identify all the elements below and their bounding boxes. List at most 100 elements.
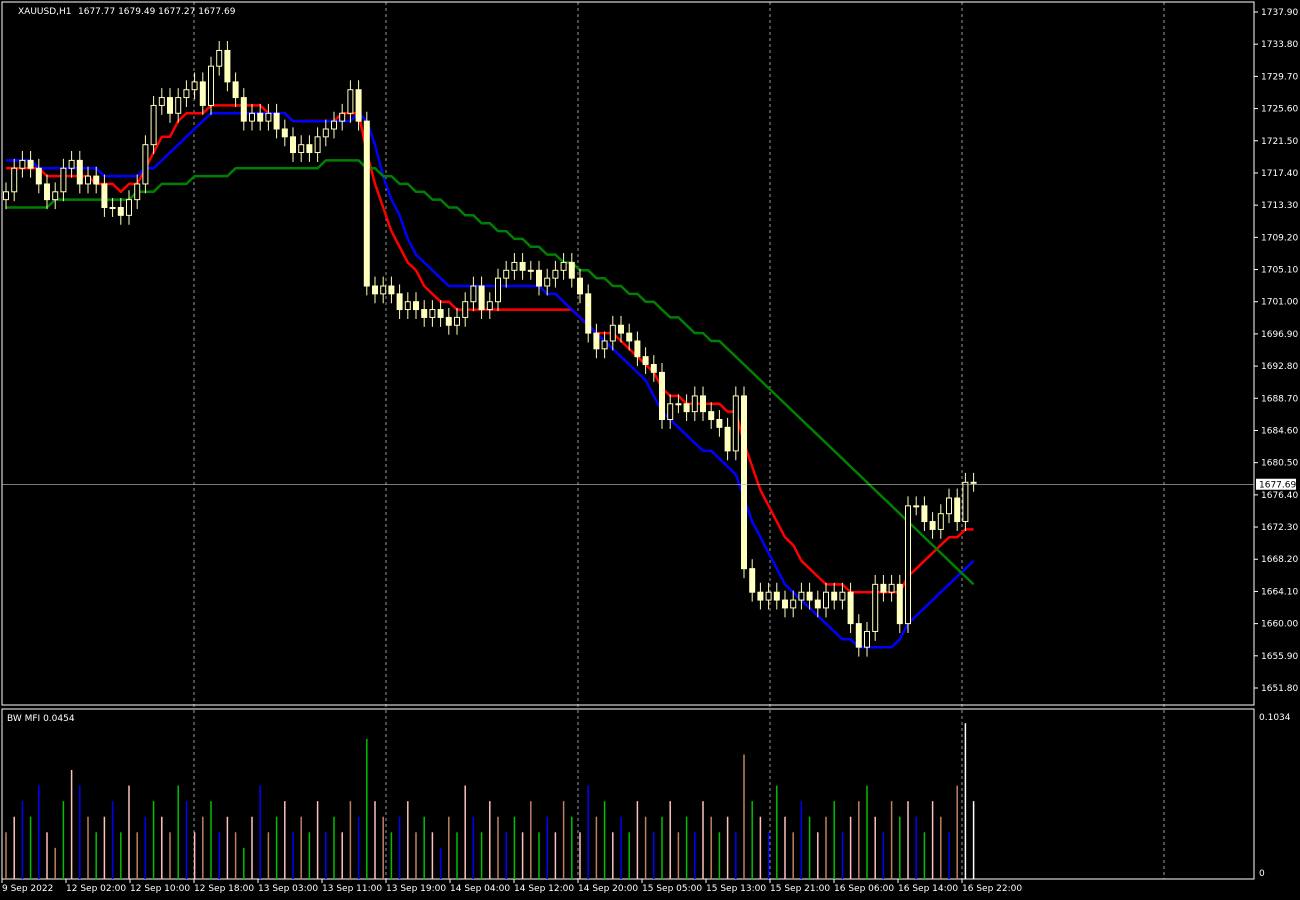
- candle-body: [85, 175, 91, 185]
- candle-body: [158, 97, 165, 106]
- candle-body: [773, 591, 780, 601]
- x-tick-label: 14 Sep 04:00: [450, 884, 510, 894]
- x-tick-label: 12 Sep 18:00: [194, 884, 254, 894]
- candle-body: [896, 583, 903, 625]
- candle-body: [3, 191, 9, 201]
- candle-body: [388, 285, 395, 295]
- candle-body: [347, 89, 354, 114]
- candle-body: [831, 591, 838, 601]
- candle-body: [117, 206, 124, 216]
- candle-body: [314, 136, 321, 154]
- candle-body: [183, 89, 190, 99]
- indicator-title: BW MFI 0.0454: [7, 714, 75, 724]
- x-tick-label: 14 Sep 20:00: [578, 884, 638, 894]
- candle-body: [257, 112, 264, 122]
- candle-body: [618, 324, 624, 334]
- x-tick-label: 12 Sep 10:00: [130, 884, 190, 894]
- candle-body: [134, 183, 141, 201]
- candle-body: [27, 159, 34, 169]
- candle-body: [216, 49, 223, 67]
- y-tick-label: 1676.40: [1261, 491, 1298, 501]
- y-tick-label: 1692.80: [1261, 362, 1298, 372]
- vertical-grid: [193, 2, 1165, 879]
- candle-body: [675, 403, 682, 406]
- candle-body: [823, 591, 829, 609]
- y-tick-label: 1696.90: [1261, 330, 1298, 340]
- candle-body: [741, 395, 747, 570]
- candle-body: [470, 285, 477, 303]
- candle-body: [913, 505, 920, 508]
- candle-body: [126, 199, 132, 216]
- candle-body: [585, 293, 592, 334]
- candle-body: [109, 206, 116, 209]
- candle-body: [339, 112, 346, 122]
- candle-body: [716, 418, 723, 428]
- x-tick-label: 14 Sep 12:00: [514, 884, 574, 894]
- y-tick-label: 1680.50: [1261, 459, 1298, 469]
- candle-body: [929, 521, 936, 530]
- candle-body: [749, 568, 756, 593]
- indicator-pane-frame: [1, 708, 1255, 880]
- candle-body: [593, 332, 600, 350]
- x-tick-label: 13 Sep 03:00: [258, 884, 318, 894]
- candle-body: [191, 81, 198, 91]
- candle-body: [60, 167, 67, 193]
- y-tick-label: 1729.70: [1261, 72, 1298, 82]
- x-tick-label: 15 Sep 21:00: [770, 884, 830, 894]
- candle-body: [519, 261, 526, 271]
- candle-body: [454, 316, 460, 326]
- candle-body: [527, 269, 534, 272]
- candle-body: [240, 97, 247, 122]
- candle-body: [577, 277, 583, 295]
- current-price-label: 1677.69: [1259, 481, 1296, 491]
- y-tick-label: 1733.80: [1261, 40, 1298, 50]
- y-tick-label: 1651.80: [1261, 684, 1298, 694]
- candle-body: [445, 316, 452, 326]
- candle-body: [363, 120, 370, 287]
- candle-body: [782, 599, 788, 609]
- candle-body: [855, 623, 862, 648]
- candle-body: [659, 371, 665, 420]
- candle-body: [331, 120, 337, 130]
- y-tick-label: 1713.30: [1261, 201, 1298, 211]
- candle-body: [208, 65, 214, 106]
- candle-body: [790, 599, 797, 609]
- candle-body: [167, 97, 173, 114]
- candle-body: [396, 293, 403, 311]
- x-tick-label: 16 Sep 22:00: [962, 884, 1022, 894]
- y-tick-label: 1660.00: [1261, 620, 1298, 630]
- candle-body: [536, 269, 542, 287]
- candle-body: [864, 630, 870, 648]
- candle-body: [462, 301, 469, 318]
- y-tick-label: 1664.10: [1261, 587, 1298, 597]
- y-tick-label: 1725.60: [1261, 105, 1298, 115]
- candle-body: [44, 183, 50, 201]
- candle-body: [724, 426, 731, 452]
- candle-body: [372, 285, 378, 295]
- candle-body: [946, 497, 952, 515]
- candle-body: [199, 81, 206, 106]
- ma-line-green: [6, 159, 975, 586]
- candle-body: [421, 309, 428, 318]
- candle-body: [52, 191, 59, 201]
- candle-body: [142, 144, 149, 185]
- candle-body: [552, 269, 559, 279]
- y-tick-label: 1721.50: [1261, 137, 1298, 147]
- candle-body: [19, 159, 26, 169]
- candle-body: [872, 583, 879, 632]
- indicator-scale-bottom: 0: [1259, 869, 1265, 879]
- candle-body: [667, 403, 674, 420]
- ma-line-blue: [6, 112, 975, 649]
- ohlc-label: 1677.77 1679.49 1677.27 1677.69: [78, 7, 236, 17]
- candle-body: [700, 395, 706, 413]
- candle-body: [495, 277, 501, 303]
- x-tick-label: 16 Sep 06:00: [834, 884, 894, 894]
- y-tick-label: 1737.90: [1261, 8, 1298, 18]
- y-tick-label: 1684.60: [1261, 426, 1298, 436]
- candle-body: [642, 356, 649, 366]
- candle-body: [11, 167, 18, 193]
- candle-body: [609, 324, 616, 342]
- candle-body: [503, 269, 510, 279]
- y-tick-label: 1709.20: [1261, 233, 1298, 243]
